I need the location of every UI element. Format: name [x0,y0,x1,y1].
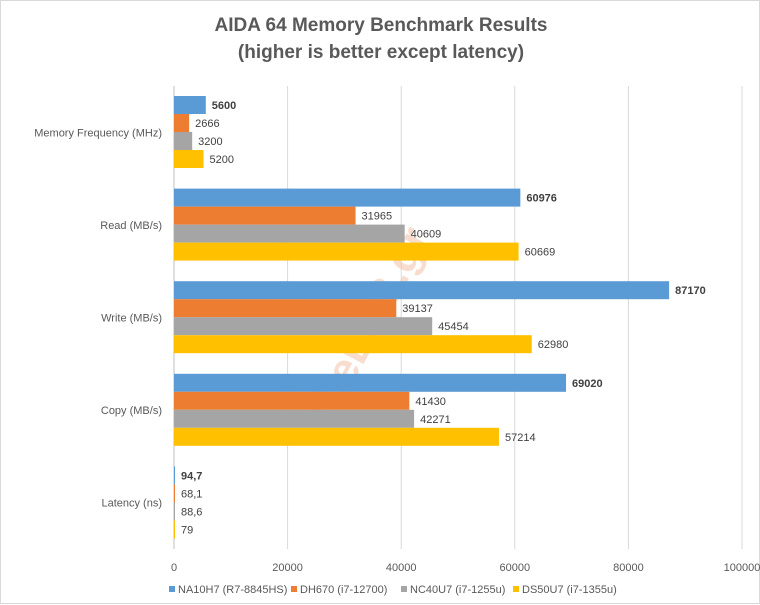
x-tick-label: 0 [171,562,177,574]
bar-3 [174,150,204,168]
legend-swatch [291,586,297,592]
data-label: 2666 [195,118,219,130]
bar-2 [174,132,193,150]
data-label: 68,1 [181,488,202,500]
bar-1 [174,206,356,225]
bar-2 [174,502,175,521]
chart-title: (higher is better except latency) [238,42,524,63]
legend-swatch [513,586,519,592]
bar-0 [174,373,567,392]
data-label: 79 [181,524,193,536]
bar-3 [174,520,175,539]
legend-entry: NA10H7 (R7-8845HS) [178,584,287,596]
bar-3 [174,335,532,354]
data-label: 60669 [525,247,556,259]
data-label: 94,7 [181,470,202,482]
data-label: 57214 [505,432,536,444]
data-label: 40609 [411,229,442,241]
bar-2 [174,317,433,336]
bar-2 [174,409,415,428]
data-label: 69020 [572,378,603,390]
bar-3 [174,427,499,446]
data-label: 41430 [415,396,446,408]
data-label: 3200 [198,136,222,148]
data-label: 60976 [526,193,557,205]
bar-1 [174,391,410,410]
data-label: 45454 [438,321,469,333]
x-tick-label: 100000 [724,562,760,574]
bar-3 [174,242,519,261]
data-label: 39137 [402,303,433,315]
category-label: Read (MB/s) [100,220,162,232]
x-tick-label: 60000 [500,562,531,574]
category-label: Copy (MB/s) [101,405,162,417]
data-label: 31965 [362,211,393,223]
x-tick-label: 80000 [613,562,644,574]
data-label: 87170 [675,285,706,297]
bar-0 [174,466,175,485]
data-label: 5200 [210,154,234,166]
bar-0 [174,188,521,207]
data-label: 42271 [420,414,451,426]
legend-swatch [169,586,175,592]
category-label: Memory Frequency (MHz) [34,127,162,139]
bar-1 [174,114,190,132]
data-label: 88,6 [181,506,202,518]
bar-0 [174,281,670,300]
data-label: 5600 [212,100,236,112]
bar-2 [174,224,405,243]
legend-entry: DS50U7 (i7-1355u) [522,584,617,596]
bar-1 [174,484,175,503]
legend-entry: DH670 (i7-12700) [300,584,387,596]
bar-1 [174,299,397,318]
data-label: 62980 [538,339,569,351]
category-label: Latency (ns) [101,498,162,510]
legend-swatch [401,586,407,592]
x-tick-label: 20000 [272,562,303,574]
legend-entry: NC40U7 (i7-1255u) [410,584,505,596]
x-tick-label: 40000 [386,562,417,574]
category-label: Write (MB/s) [101,313,162,325]
bar-0 [174,96,206,114]
chart-title: AIDA 64 Memory Benchmark Results [215,15,548,36]
